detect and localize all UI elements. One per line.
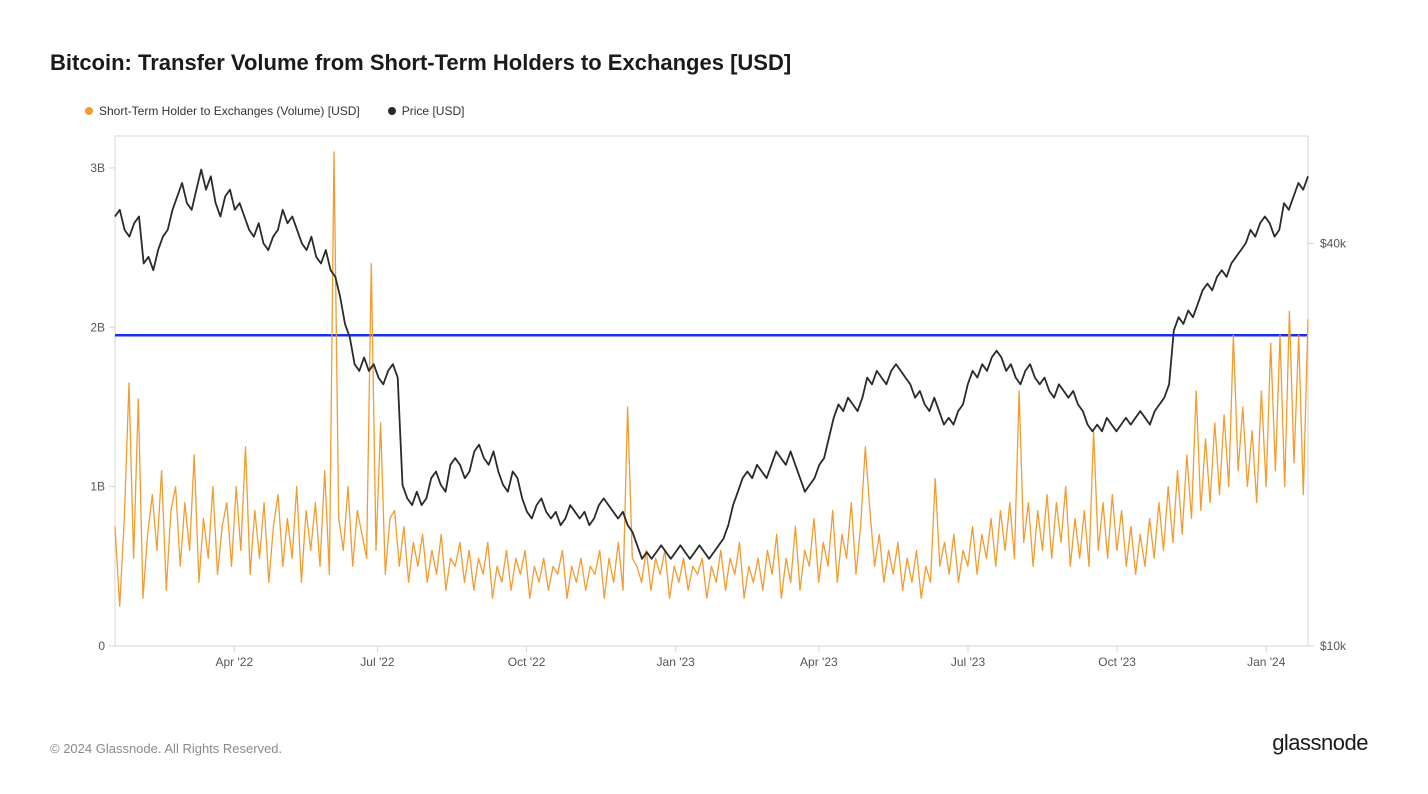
svg-text:$40k: $40k — [1320, 236, 1347, 250]
legend-item-volume: Short-Term Holder to Exchanges (Volume) … — [85, 104, 360, 118]
legend-dot-volume — [85, 107, 93, 115]
svg-text:Jul '22: Jul '22 — [360, 655, 395, 669]
chart-area: 0 1B 2B 3B $10k $40k Apr '22 Jul '22 Oct '22 Jan … — [50, 126, 1368, 686]
legend-label-price: Price [USD] — [402, 104, 465, 118]
svg-text:Apr '22: Apr '22 — [215, 655, 253, 669]
svg-text:2B: 2B — [90, 320, 105, 334]
legend-label-volume: Short-Term Holder to Exchanges (Volume) … — [99, 104, 360, 118]
svg-text:1B: 1B — [90, 480, 105, 494]
legend-dot-price — [388, 107, 396, 115]
svg-text:Apr '23: Apr '23 — [800, 655, 838, 669]
svg-text:3B: 3B — [90, 161, 105, 175]
svg-text:Jul '23: Jul '23 — [951, 655, 986, 669]
svg-text:Oct '23: Oct '23 — [1098, 655, 1136, 669]
chart-title: Bitcoin: Transfer Volume from Short-Term… — [50, 50, 1368, 76]
brand-logo: glassnode — [1272, 730, 1368, 756]
svg-text:0: 0 — [98, 639, 105, 653]
svg-text:$10k: $10k — [1320, 639, 1347, 653]
svg-text:Oct '22: Oct '22 — [508, 655, 546, 669]
legend-item-price: Price [USD] — [388, 104, 465, 118]
legend: Short-Term Holder to Exchanges (Volume) … — [85, 104, 1368, 118]
svg-text:Jan '24: Jan '24 — [1247, 655, 1286, 669]
chart-svg: 0 1B 2B 3B $10k $40k Apr '22 Jul '22 Oct '22 Jan … — [50, 126, 1368, 686]
svg-text:Jan '23: Jan '23 — [657, 655, 696, 669]
copyright-text: © 2024 Glassnode. All Rights Reserved. — [50, 741, 282, 756]
